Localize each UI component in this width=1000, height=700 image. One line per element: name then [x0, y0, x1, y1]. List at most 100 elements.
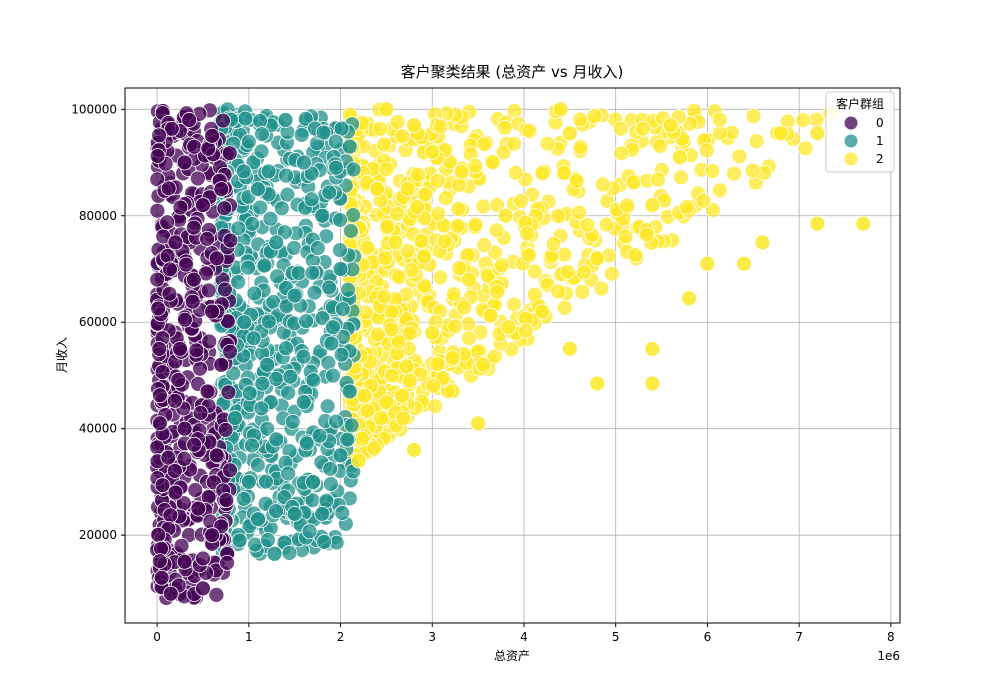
point-cluster-1: [268, 371, 284, 387]
x-axis-label: 总资产: [494, 649, 530, 663]
point-cluster-0: [222, 343, 238, 360]
point-cluster-2: [373, 410, 389, 427]
sample-point-cluster-2: [644, 375, 661, 392]
x-tick-label: 7: [795, 630, 803, 644]
sample-point-cluster-0: [167, 234, 184, 251]
point-cluster-0: [161, 285, 178, 302]
sample-point-cluster-1: [240, 474, 257, 490]
x-tick-label: 3: [428, 630, 436, 644]
sample-point-cluster-1: [236, 314, 253, 331]
point-cluster-2: [467, 216, 484, 233]
point-cluster-0: [200, 282, 217, 299]
point-cluster-0: [149, 202, 166, 219]
point-cluster-1: [245, 330, 262, 347]
point-cluster-0: [192, 405, 209, 421]
point-cluster-1: [304, 264, 321, 281]
sample-point-cluster-1: [295, 394, 312, 410]
point-cluster-2: [575, 264, 592, 281]
point-cluster-2: [545, 236, 562, 252]
point-cluster-1: [262, 210, 279, 227]
point-cluster-2: [506, 135, 522, 152]
point-cluster-1: [278, 167, 294, 184]
sample-point-cluster-0: [176, 420, 193, 437]
x-tick-label: 1: [245, 630, 253, 644]
point-cluster-1: [305, 372, 322, 389]
point-cluster-2: [366, 440, 383, 457]
point-cluster-2: [579, 217, 596, 233]
point-cluster-1: [332, 242, 348, 258]
point-cluster-0: [173, 537, 190, 554]
point-cluster-0: [186, 436, 203, 453]
point-cluster-2: [484, 154, 501, 171]
point-cluster-2: [627, 247, 644, 263]
point-cluster-2: [506, 296, 522, 313]
point-cluster-0: [159, 214, 176, 231]
sample-point-cluster-2: [809, 125, 826, 142]
sample-point-cluster-2: [461, 271, 477, 288]
y-tick-label: 40000: [79, 422, 117, 436]
sample-point-cluster-0: [190, 500, 207, 517]
point-cluster-2: [409, 199, 426, 215]
point-cluster-1: [306, 284, 323, 301]
sample-point-cluster-1: [332, 447, 349, 464]
point-cluster-2: [698, 142, 715, 159]
point-cluster-2: [568, 172, 585, 189]
point-cluster-2: [451, 177, 467, 193]
point-cluster-2: [539, 135, 556, 152]
y-tick-label: 100000: [71, 102, 117, 116]
point-cluster-2: [513, 193, 530, 209]
point-cluster-2: [359, 239, 376, 256]
point-cluster-2: [398, 358, 415, 375]
point-cluster-2: [507, 164, 524, 181]
point-cluster-2: [594, 176, 611, 193]
sample-point-cluster-2: [497, 207, 514, 224]
point-cluster-0: [192, 360, 208, 377]
point-cluster-2: [467, 157, 484, 174]
point-cluster-0: [176, 450, 193, 467]
point-cluster-1: [301, 523, 318, 540]
point-cluster-1: [333, 120, 350, 137]
point-cluster-2: [389, 114, 406, 130]
point-cluster-0: [220, 384, 237, 401]
sample-point-cluster-2: [406, 442, 422, 458]
point-cluster-2: [432, 269, 449, 286]
point-cluster-1: [254, 126, 270, 142]
sample-point-cluster-0: [195, 580, 211, 597]
point-cluster-1: [259, 420, 276, 437]
point-cluster-0: [162, 261, 178, 278]
sample-point-cluster-0: [181, 112, 198, 128]
point-cluster-2: [379, 218, 396, 235]
x-tick-label: 4: [520, 630, 528, 644]
point-cluster-1: [316, 533, 333, 550]
point-cluster-0: [162, 507, 179, 524]
point-cluster-1: [311, 427, 328, 444]
legend-label-0: 0: [876, 116, 884, 130]
sample-point-cluster-1: [250, 511, 266, 528]
point-cluster-1: [290, 265, 307, 281]
point-cluster-0: [217, 422, 234, 438]
sample-point-cluster-2: [772, 125, 789, 142]
point-cluster-0: [216, 200, 233, 217]
point-cluster-1: [328, 159, 344, 176]
point-cluster-0: [149, 171, 166, 188]
point-cluster-0: [199, 230, 216, 247]
point-cluster-0: [149, 148, 166, 164]
x-tick-label: 6: [704, 630, 712, 644]
sample-point-cluster-0: [208, 447, 225, 464]
point-cluster-1: [303, 165, 320, 182]
sample-point-cluster-2: [699, 255, 716, 272]
point-cluster-1: [334, 505, 351, 521]
point-cluster-2: [377, 250, 394, 267]
point-cluster-0: [151, 553, 168, 569]
sample-point-cluster-2: [644, 197, 661, 214]
point-cluster-1: [334, 301, 351, 318]
point-cluster-1: [303, 191, 320, 208]
point-cluster-1: [276, 224, 293, 241]
point-cluster-1: [235, 491, 252, 507]
point-cluster-2: [437, 190, 454, 207]
point-cluster-0: [154, 364, 171, 380]
point-cluster-0: [150, 526, 167, 543]
point-cluster-2: [808, 111, 825, 128]
x-tick-label: 0: [153, 630, 161, 644]
y-axis-ticks: 20000 40000 60000 80000 100000: [71, 102, 125, 542]
